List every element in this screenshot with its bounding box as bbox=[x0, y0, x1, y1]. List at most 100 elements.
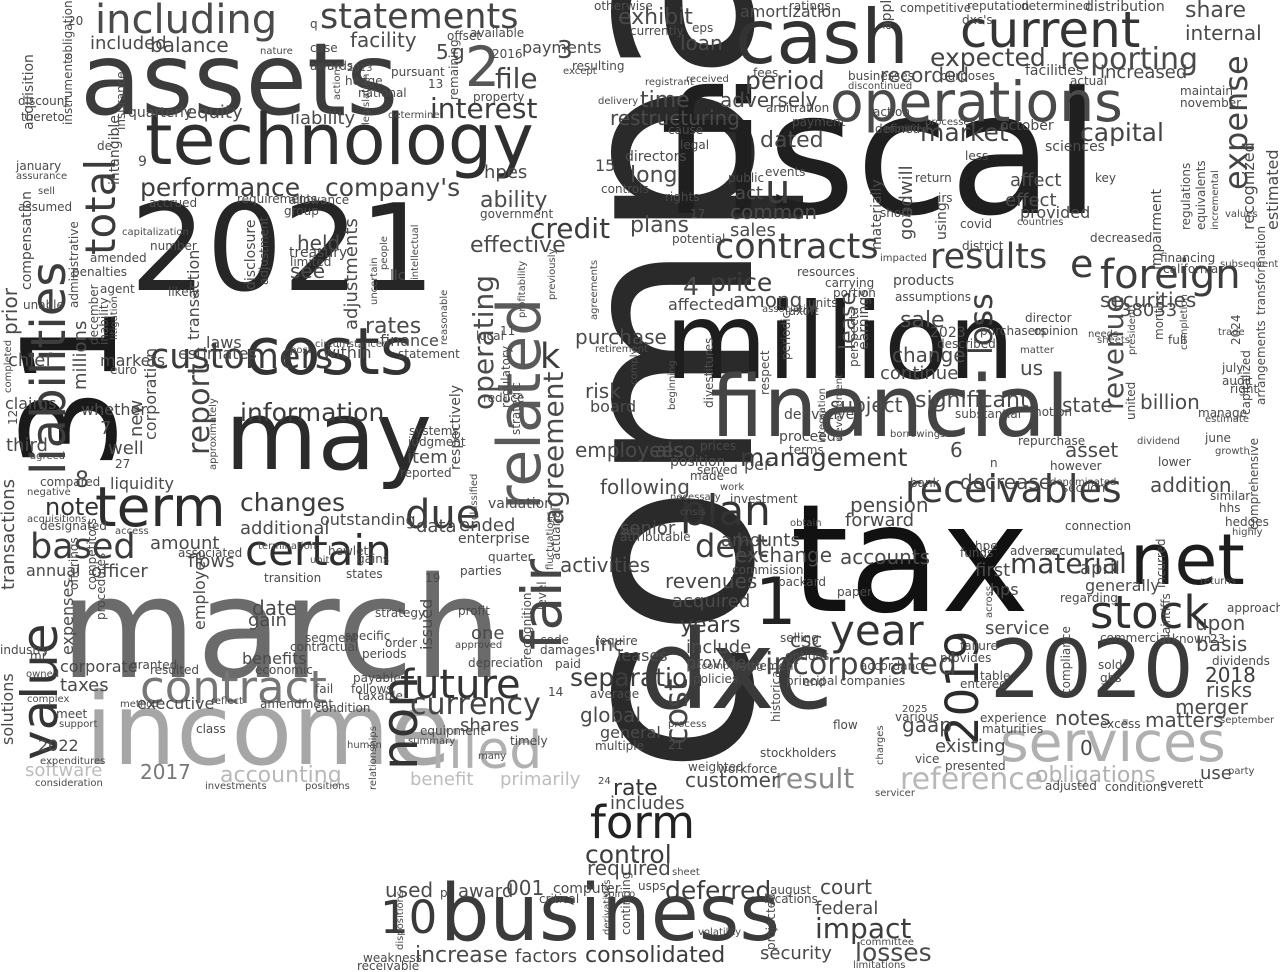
cloud-word-continue: continue bbox=[880, 363, 959, 384]
cloud-word-purchasers: purchasers bbox=[980, 324, 1047, 338]
cloud-word-benefits: benefits bbox=[242, 649, 307, 668]
cloud-word-capitalized: capitalized bbox=[1239, 350, 1253, 415]
cloud-word-intellectual: intellectual bbox=[410, 224, 421, 280]
cloud-word-shares: shares bbox=[460, 715, 520, 736]
cloud-word-accounts: accounts bbox=[840, 545, 931, 569]
cloud-word-president: president bbox=[1127, 307, 1138, 355]
cloud-word-liability: liability bbox=[290, 108, 356, 129]
cloud-word-nature: nature bbox=[260, 46, 293, 57]
cloud-word-april: april bbox=[1080, 558, 1120, 579]
cloud-word-plans: plans bbox=[630, 213, 689, 238]
cloud-word-however: however bbox=[1050, 459, 1102, 473]
cloud-word-us: us bbox=[1020, 356, 1044, 380]
cloud-word-consolidated: consolidated bbox=[585, 943, 726, 968]
cloud-word-experience: experience bbox=[980, 711, 1047, 725]
cloud-word-periodic: periodic bbox=[779, 311, 793, 360]
cloud-word-investments: investments bbox=[205, 781, 267, 792]
cloud-word-amount: amount bbox=[150, 533, 220, 554]
cloud-word-designated: designated bbox=[40, 519, 107, 533]
cloud-word-july: july bbox=[1222, 361, 1244, 375]
cloud-word-well: well bbox=[108, 438, 144, 459]
cloud-word-association: association bbox=[762, 304, 819, 315]
cloud-word-covid: covid bbox=[960, 217, 992, 231]
cloud-word-limited: limited bbox=[290, 255, 332, 269]
cloud-word-parties: parties bbox=[460, 564, 502, 578]
cloud-word-statement: statement bbox=[398, 347, 460, 361]
cloud-word-currency: currency bbox=[410, 687, 541, 722]
cloud-word-units: units bbox=[808, 296, 838, 310]
cloud-word-comprehensive: comprehensive bbox=[1247, 438, 1261, 530]
cloud-word-portion: portion bbox=[833, 286, 876, 300]
cloud-word-includes: includes bbox=[610, 793, 685, 814]
cloud-word-group: group bbox=[284, 204, 319, 218]
cloud-word-material: material bbox=[1010, 547, 1127, 580]
cloud-word-p: p bbox=[440, 886, 448, 900]
cloud-word-require: require bbox=[595, 634, 638, 648]
cloud-word-process: process bbox=[668, 719, 707, 730]
cloud-word-received: received bbox=[686, 74, 729, 85]
cloud-word-management: management bbox=[740, 443, 908, 472]
cloud-word-products: products bbox=[893, 273, 955, 289]
cloud-word-basis: basis bbox=[1196, 632, 1248, 656]
cloud-word-purchase: purchase bbox=[575, 325, 667, 349]
cloud-word-may: may bbox=[225, 382, 432, 492]
cloud-word-equipment: equipment bbox=[420, 724, 485, 738]
cloud-word-relationships: relationships bbox=[368, 726, 379, 790]
cloud-word-attributable: attributable bbox=[620, 530, 691, 544]
cloud-word-loan: loan bbox=[680, 31, 723, 55]
cloud-word-failure: failure bbox=[960, 639, 998, 653]
cloud-word-acquisitions: acquisitions bbox=[27, 514, 87, 525]
cloud-word-gbs: gbs bbox=[1100, 671, 1122, 685]
cloud-word-market: market bbox=[920, 118, 1009, 147]
cloud-word-funds: funds bbox=[960, 546, 994, 560]
cloud-word-unable: unable bbox=[23, 298, 64, 312]
cloud-word-determined: determined bbox=[1021, 0, 1091, 13]
cloud-word-historical: historical bbox=[769, 667, 783, 722]
cloud-word-pursuant: pursuant bbox=[391, 65, 445, 79]
cloud-word-3: 3 bbox=[557, 35, 573, 64]
cloud-word-circumstances: circumstances bbox=[315, 339, 388, 350]
cloud-word-share: share bbox=[1185, 0, 1246, 23]
cloud-word-million: million bbox=[665, 281, 1015, 403]
cloud-word-additional: additional bbox=[240, 518, 330, 539]
cloud-word-expenditures: expenditures bbox=[40, 756, 106, 767]
cloud-word-adverse: adverse bbox=[1010, 544, 1059, 558]
cloud-word-policies: policies bbox=[693, 672, 739, 686]
cloud-word-form: form bbox=[590, 796, 695, 849]
cloud-word-weakness: weakness bbox=[363, 951, 422, 965]
cloud-word-taxes: taxes bbox=[60, 675, 109, 696]
cloud-word-chief: chief bbox=[8, 350, 52, 371]
cloud-word-otherwise: otherwise bbox=[594, 0, 653, 13]
cloud-word-commercial: commercial bbox=[1100, 631, 1170, 645]
cloud-word-proceeds: proceeds bbox=[779, 429, 844, 445]
cloud-word-thereto: thereto bbox=[21, 110, 65, 124]
cloud-word-held: held bbox=[297, 231, 341, 255]
cloud-word-highly: highly bbox=[1232, 527, 1263, 538]
cloud-word-hedge: hedge bbox=[345, 74, 383, 88]
cloud-word-001: 001 bbox=[506, 876, 545, 900]
cloud-word-2: 2 bbox=[465, 35, 500, 99]
cloud-word-local: local bbox=[476, 329, 504, 343]
cloud-word-multiple: multiple bbox=[595, 739, 645, 753]
cloud-word-k: k bbox=[540, 337, 561, 377]
cloud-word-first: first bbox=[975, 560, 1011, 581]
cloud-word-obtain: obtain bbox=[790, 518, 822, 529]
cloud-word-included: included bbox=[90, 33, 167, 54]
cloud-word-award: award bbox=[458, 881, 514, 902]
cloud-word-service: service bbox=[985, 618, 1050, 639]
cloud-word-claims: claims bbox=[5, 394, 57, 413]
cloud-word-hedges: hedges bbox=[1225, 515, 1269, 529]
cloud-word-customers: customers bbox=[150, 337, 334, 377]
cloud-word-matters: matters bbox=[1145, 708, 1224, 732]
cloud-word-addition: addition bbox=[1150, 473, 1232, 497]
cloud-word-substantial: substantial bbox=[955, 407, 1022, 421]
cloud-word-vice: vice bbox=[915, 752, 940, 766]
cloud-word-commission: commission bbox=[732, 563, 804, 577]
cloud-word-opinion: opinion bbox=[1034, 324, 1079, 338]
cloud-word-financial: financial bbox=[710, 358, 1070, 457]
cloud-word-applicable: applicable bbox=[879, 0, 895, 30]
cloud-word-transformation: transformation bbox=[1254, 225, 1268, 315]
cloud-word-position: position bbox=[670, 454, 726, 470]
cloud-word-generally: generally bbox=[1085, 576, 1160, 595]
cloud-word-party: party bbox=[1228, 766, 1255, 777]
